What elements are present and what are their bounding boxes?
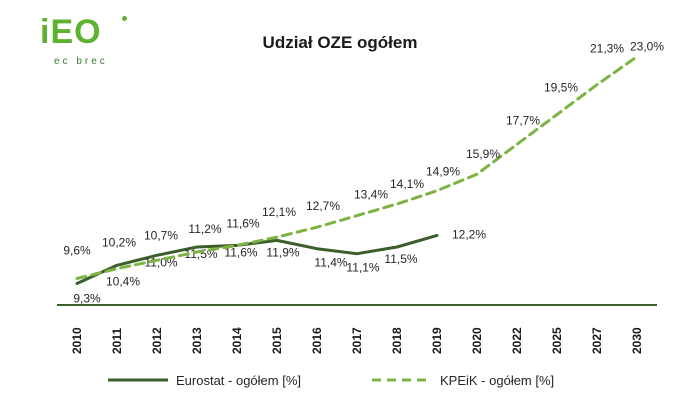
eurostat-data-label: 11,6%: [224, 245, 257, 259]
chart-title: Udział OZE ogółem: [262, 33, 418, 52]
x-tick-label: 2020: [470, 327, 484, 354]
legend-eurostat-label: Eurostat - ogółem [%]: [176, 373, 301, 388]
kpeik-data-label: 17,7%: [506, 113, 540, 127]
eurostat-data-label: 11,9%: [266, 245, 299, 259]
eurostat-data-label: 11,5%: [384, 252, 417, 266]
x-tick-label: 2019: [430, 327, 444, 354]
eurostat-data-label: 11,4%: [314, 256, 347, 270]
x-tick-label: 2013: [190, 327, 204, 354]
kpeik-data-label: 13,4%: [354, 188, 388, 202]
kpeik-series-line: [75, 55, 639, 280]
ieo-logo: iEO ec brec: [40, 14, 140, 72]
eurostat-data-label: 10,4%: [106, 274, 140, 288]
eurostat-series-line: [75, 233, 439, 285]
kpeik-data-label: 12,7%: [306, 199, 340, 213]
kpeik-data-label: 14,1%: [390, 177, 424, 191]
logo-dot-icon: [122, 16, 127, 21]
x-tick-label: 2015: [270, 327, 284, 354]
x-tick-label: 2030: [630, 327, 644, 354]
x-tick-label: 2014: [230, 327, 244, 354]
eurostat-data-label: 12,2%: [452, 227, 486, 241]
kpeik-data-label: 11,6%: [226, 216, 259, 230]
x-tick-label: 2016: [310, 327, 324, 354]
x-tick-label: 2010: [70, 327, 84, 354]
kpeik-data-label: 23,0%: [630, 40, 664, 54]
x-tick-label: 2022: [510, 327, 524, 354]
kpeik-data-label: 12,1%: [262, 205, 296, 219]
x-tick-label: 2017: [350, 327, 364, 354]
kpeik-data-label: 21,3%: [590, 42, 624, 56]
eurostat-data-label: 11,1%: [346, 261, 379, 275]
eurostat-data-label: 9,3%: [73, 291, 101, 305]
kpeik-data-label: 19,5%: [544, 81, 578, 95]
logo-wordmark: iEO: [40, 13, 102, 51]
kpeik-data-label: 10,2%: [102, 236, 136, 250]
kpeik-data-label: 9,6%: [63, 244, 91, 258]
kpeik-data-label: 10,7%: [144, 228, 178, 242]
x-tick-label: 2011: [110, 328, 124, 354]
x-tick-label: 2012: [150, 327, 164, 354]
logo-subtitle: ec brec: [54, 56, 108, 67]
x-tick-label: 2018: [390, 327, 404, 354]
kpeik-data-label: 14,9%: [426, 165, 460, 179]
kpeik-data-label: 11,2%: [188, 222, 221, 236]
x-tick-label: 2025: [550, 327, 564, 354]
kpeik-data-label: 15,9%: [466, 147, 500, 161]
x-tick-label: 2027: [590, 327, 604, 354]
legend-kpeik-label: KPEiK - ogółem [%]: [440, 373, 554, 388]
